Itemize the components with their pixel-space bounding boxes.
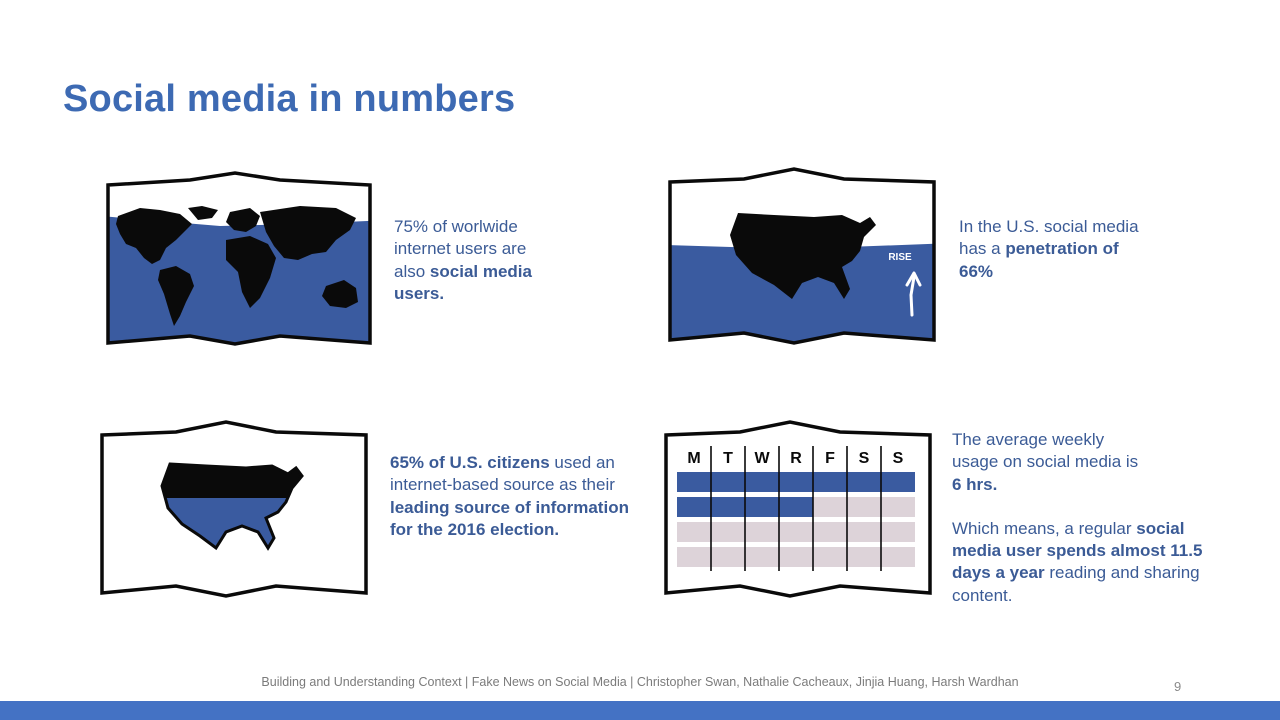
- calendar-day-label: F: [825, 450, 835, 467]
- bottom-accent-bar: [0, 701, 1280, 720]
- calendar-row: [677, 547, 915, 567]
- calendar-day-label: W: [754, 450, 770, 467]
- stat-weekly-usage: The average weekly usage on social media…: [952, 430, 1203, 605]
- calendar-row: [677, 522, 915, 542]
- world-map-icon: [106, 171, 372, 346]
- page-number: 9: [1174, 679, 1182, 694]
- calendar-day-label: S: [859, 450, 870, 467]
- us-map-rise-icon: RISE: [668, 167, 936, 345]
- stat-us-penetration: In the U.S. social media has a penetrati…: [959, 217, 1139, 281]
- calendar-day-label: M: [687, 450, 700, 467]
- calendar-day-label: R: [790, 450, 802, 467]
- stat-us-citizens: 65% of U.S. citizens used an internet-ba…: [390, 453, 629, 539]
- us-map-half-icon: [100, 420, 368, 598]
- footer-text: Building and Understanding Context | Fak…: [261, 675, 1019, 689]
- calendar-day-label: S: [893, 450, 904, 467]
- rise-label: RISE: [888, 252, 912, 263]
- calendar-row-filled: [677, 472, 915, 492]
- slide-title: Social media in numbers: [63, 78, 516, 120]
- stat-world-users: 75% of worlwide internet users are also …: [394, 217, 532, 303]
- calendar-day-label: T: [723, 450, 733, 467]
